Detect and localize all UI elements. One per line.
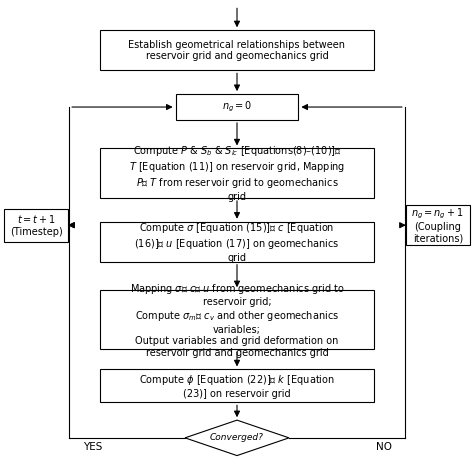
Text: Mapping $\sigma$、 $c$、 $u$ from geomechanics grid to
reservoir grid;
Compute $\s: Mapping $\sigma$、 $c$、 $u$ from geomecha…	[130, 282, 344, 358]
FancyBboxPatch shape	[100, 148, 374, 198]
Text: Converged?: Converged?	[210, 433, 264, 442]
Text: NO: NO	[375, 442, 392, 452]
FancyBboxPatch shape	[100, 30, 374, 71]
Text: Compute $P$ & $S_b$ & $S_{lc}$ [Equations(8)–(10)]，
$T$ [Equation (11)] on reser: Compute $P$ & $S_b$ & $S_{lc}$ [Equation…	[129, 145, 345, 202]
FancyBboxPatch shape	[100, 290, 374, 349]
FancyBboxPatch shape	[4, 209, 68, 242]
Text: Compute $\sigma$ [Equation (15)]， $c$ [Equation
(16)]， $u$ [Equation (17)] on ge: Compute $\sigma$ [Equation (15)]， $c$ [E…	[134, 221, 340, 263]
Text: YES: YES	[83, 442, 102, 452]
Text: Establish geometrical relationships between
reservoir grid and geomechanics grid: Establish geometrical relationships betw…	[128, 39, 346, 61]
FancyBboxPatch shape	[100, 222, 374, 262]
Text: Compute $\phi$ [Equation (22)]， $k$ [Equation
(23)] on reservoir grid: Compute $\phi$ [Equation (22)]， $k$ [Equ…	[139, 373, 335, 399]
Text: $t = t + 1$
(Timestep): $t = t + 1$ (Timestep)	[10, 213, 63, 237]
Text: $n_g = 0$: $n_g = 0$	[222, 100, 252, 114]
FancyBboxPatch shape	[406, 205, 470, 245]
FancyBboxPatch shape	[175, 94, 299, 120]
FancyBboxPatch shape	[100, 369, 374, 402]
Text: $n_g = n_g + 1$
(Coupling
iterations): $n_g = n_g + 1$ (Coupling iterations)	[411, 206, 464, 244]
Polygon shape	[185, 420, 289, 456]
